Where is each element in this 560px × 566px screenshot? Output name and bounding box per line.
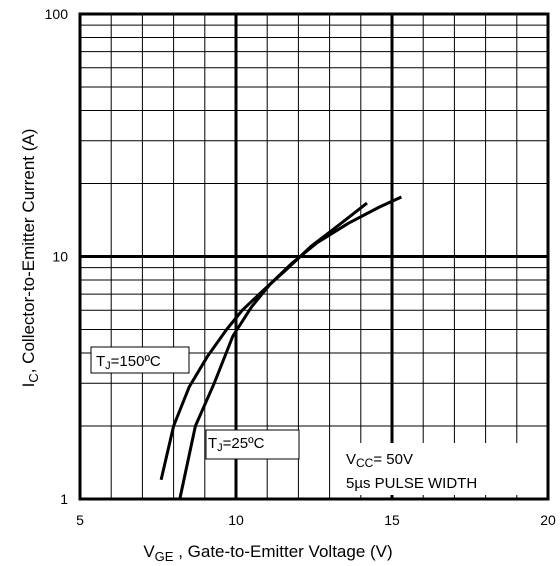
tj150-rest: =150ºC — [111, 353, 161, 370]
plot-frame — [78, 12, 550, 501]
tick-labels: 5 10 15 20 1 10 100 — [45, 6, 556, 528]
svg-text:VCC= 50V: VCC= 50V — [346, 451, 413, 470]
tj25-sub: J — [217, 442, 223, 454]
tj150-label: TJ=150ºC — [90, 346, 190, 374]
vcc-rest: = 50V — [373, 451, 413, 468]
vcc-main: V — [346, 451, 356, 468]
pulse-width-text: 5µs PULSE WIDTH — [346, 475, 477, 492]
y-tick-label: 1 — [60, 491, 68, 507]
x-tick-label: 5 — [76, 512, 84, 528]
conditions-annotation: VCC= 50V 5µs PULSE WIDTH — [334, 443, 540, 495]
y-axis-title: IC, Collector-to-Emitter Current (A) — [19, 129, 41, 388]
x-tick-label: 15 — [384, 512, 400, 528]
tj25-label: TJ=25ºC — [205, 429, 300, 460]
x-tick-label: 20 — [540, 512, 556, 528]
svg-text:TJ=25ºC: TJ=25ºC — [208, 435, 265, 454]
svg-text:TJ=150ºC: TJ=150ºC — [96, 353, 161, 372]
series-group — [159, 195, 403, 500]
tj150-sub: J — [105, 360, 111, 372]
tj150-main: T — [96, 353, 105, 370]
tj25-main: T — [208, 435, 217, 452]
y-tick-label: 100 — [45, 6, 69, 22]
vcc-sub: CC — [356, 456, 374, 470]
x-axis-title: VGE , Gate-to-Emitter Voltage (V) — [143, 542, 392, 564]
grid-lines — [80, 14, 548, 499]
tj25-rest: =25ºC — [223, 435, 265, 452]
series-line-tj25 — [178, 195, 403, 500]
y-tick-label: 10 — [52, 249, 68, 265]
x-tick-label: 10 — [228, 512, 244, 528]
